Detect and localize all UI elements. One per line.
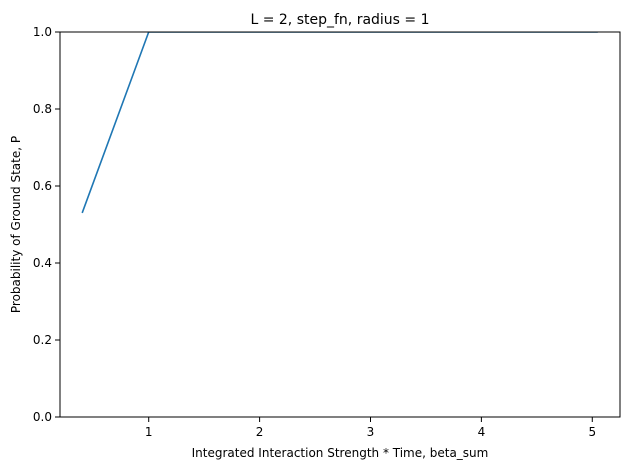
y-axis-label: Probability of Ground State, P	[9, 136, 23, 313]
y-tick-label: 0.6	[33, 179, 52, 193]
x-tick-label: 1	[145, 425, 153, 439]
plot-frame	[59, 31, 621, 418]
x-tick-label: 4	[478, 425, 486, 439]
y-tick-label: 0.8	[33, 102, 52, 116]
x-tick-label: 5	[588, 425, 596, 439]
x-tick-label: 3	[367, 425, 375, 439]
y-tick-label: 0.4	[33, 256, 52, 270]
y-tick-label: 1.0	[33, 25, 52, 39]
y-tick-label: 0.2	[33, 333, 52, 347]
x-axis-label: Integrated Interaction Strength * Time, …	[192, 446, 489, 460]
chart-title: L = 2, step_fn, radius = 1	[250, 12, 429, 28]
x-tick-label: 2	[256, 425, 264, 439]
y-tick-label: 0.0	[33, 410, 52, 424]
series-line-0	[81, 32, 598, 214]
